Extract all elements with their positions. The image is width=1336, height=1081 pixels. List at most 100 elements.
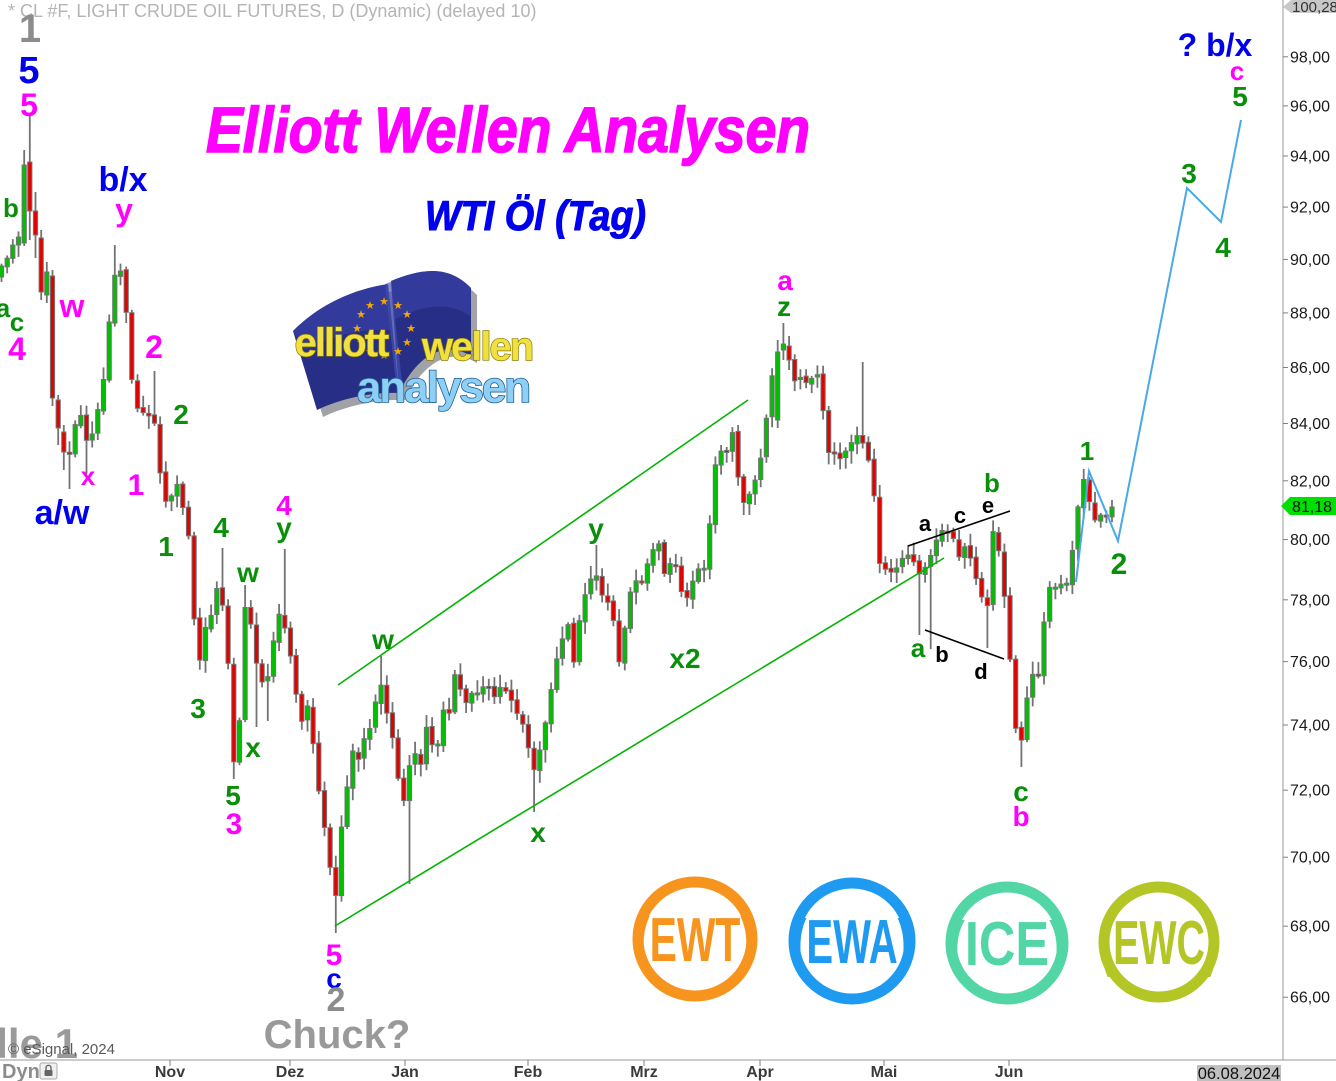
svg-text:y: y — [588, 513, 604, 544]
svg-text:a: a — [911, 633, 926, 663]
svg-text:68,00: 68,00 — [1290, 919, 1330, 936]
svg-text:★: ★ — [402, 337, 412, 349]
svg-text:1: 1 — [128, 469, 145, 502]
svg-text:Feb: Feb — [514, 1064, 543, 1081]
svg-text:70,00: 70,00 — [1290, 850, 1330, 867]
svg-text:98,00: 98,00 — [1290, 49, 1330, 66]
svg-text:96,00: 96,00 — [1290, 98, 1330, 115]
svg-text:★: ★ — [393, 300, 403, 312]
svg-text:y: y — [276, 512, 292, 543]
svg-text:a: a — [0, 293, 11, 323]
svg-text:? b/x: ? b/x — [1178, 27, 1253, 63]
svg-text:80,00: 80,00 — [1290, 532, 1330, 549]
svg-text:WTI Öl (Tag): WTI Öl (Tag) — [425, 192, 646, 239]
svg-text:(EWT): (EWT) — [636, 906, 754, 975]
svg-text:wellen: wellen — [421, 325, 532, 369]
svg-text:5: 5 — [20, 87, 38, 123]
svg-text:★: ★ — [365, 300, 375, 312]
svg-text:5: 5 — [225, 780, 241, 811]
svg-text:94,00: 94,00 — [1290, 149, 1330, 166]
svg-text:74,00: 74,00 — [1290, 718, 1330, 735]
svg-text:Welle 1: Welle 1 — [0, 1020, 78, 1067]
svg-text:c: c — [1013, 776, 1029, 807]
svg-text:100,28: 100,28 — [1292, 0, 1336, 16]
svg-text:Nov: Nov — [155, 1064, 185, 1081]
svg-text:78,00: 78,00 — [1290, 592, 1330, 609]
svg-text:4: 4 — [213, 512, 229, 543]
svg-text:c: c — [1230, 56, 1244, 86]
svg-text:b: b — [935, 642, 948, 667]
svg-text:3: 3 — [1181, 158, 1197, 189]
svg-text:06.08.2024: 06.08.2024 — [1198, 1065, 1281, 1081]
svg-text:a/w: a/w — [35, 494, 90, 532]
svg-text:(EWC): (EWC) — [1100, 909, 1218, 978]
svg-text:Chuck?: Chuck? — [264, 1013, 411, 1057]
svg-text:★: ★ — [379, 350, 389, 362]
svg-text:(EWA): (EWA) — [793, 908, 911, 977]
svg-text:w: w — [59, 288, 85, 324]
svg-text:92,00: 92,00 — [1290, 200, 1330, 217]
svg-text:86,00: 86,00 — [1290, 360, 1330, 377]
svg-text:81,18: 81,18 — [1292, 499, 1332, 516]
svg-text:b: b — [3, 193, 19, 223]
svg-text:x: x — [530, 817, 546, 848]
svg-text:2: 2 — [327, 981, 346, 1019]
svg-text:5: 5 — [326, 939, 343, 972]
svg-text:90,00: 90,00 — [1290, 252, 1330, 269]
svg-text:y: y — [115, 192, 133, 228]
svg-text:© eSignal, 2024: © eSignal, 2024 — [8, 1041, 115, 1058]
svg-text:★: ★ — [356, 309, 366, 321]
svg-text:★: ★ — [356, 337, 366, 349]
svg-text:1: 1 — [1080, 436, 1094, 466]
svg-text:Mrz: Mrz — [630, 1064, 658, 1081]
svg-text:★: ★ — [406, 323, 416, 335]
svg-text:w: w — [371, 624, 394, 655]
svg-text:a: a — [919, 511, 932, 536]
svg-text:(ICE): (ICE) — [948, 910, 1066, 979]
svg-text:3: 3 — [190, 693, 206, 724]
svg-text:★: ★ — [365, 346, 375, 358]
svg-text:b: b — [984, 468, 1000, 498]
svg-text:72,00: 72,00 — [1290, 783, 1330, 800]
svg-text:b/x: b/x — [98, 161, 147, 199]
svg-text:88,00: 88,00 — [1290, 305, 1330, 322]
svg-text:5: 5 — [1232, 81, 1248, 112]
svg-text:4: 4 — [276, 490, 292, 521]
svg-text:d: d — [974, 659, 987, 684]
svg-text:2: 2 — [145, 329, 163, 365]
svg-text:b: b — [1012, 801, 1029, 832]
svg-text:x2: x2 — [669, 643, 700, 674]
svg-text:Apr: Apr — [746, 1064, 774, 1081]
svg-text:* CL #F, LIGHT CRUDE OIL FUTUR: * CL #F, LIGHT CRUDE OIL FUTURES, D (Dyn… — [8, 1, 536, 21]
svg-text:★: ★ — [393, 346, 403, 358]
svg-text:1: 1 — [19, 7, 41, 51]
svg-text:5: 5 — [18, 50, 39, 92]
svg-text:w: w — [236, 557, 259, 588]
svg-text:76,00: 76,00 — [1290, 654, 1330, 671]
svg-text:2: 2 — [173, 399, 189, 430]
svg-text:★: ★ — [352, 323, 362, 335]
svg-text:4: 4 — [8, 331, 26, 367]
svg-text:Dez: Dez — [276, 1064, 304, 1081]
svg-text:Jun: Jun — [995, 1064, 1023, 1081]
svg-text:Mai: Mai — [871, 1064, 898, 1081]
svg-text:Elliott Wellen Analysen: Elliott Wellen Analysen — [206, 94, 810, 166]
svg-text:82,00: 82,00 — [1290, 473, 1330, 490]
svg-text:a: a — [777, 265, 793, 296]
svg-text:Jan: Jan — [391, 1064, 419, 1081]
svg-text:x: x — [245, 732, 261, 763]
svg-text:84,00: 84,00 — [1290, 416, 1330, 433]
svg-text:elliott: elliott — [295, 321, 389, 365]
svg-text:4: 4 — [1215, 232, 1231, 263]
svg-text:x: x — [81, 461, 96, 491]
svg-text:Dyn: Dyn — [2, 1061, 40, 1081]
svg-text:★: ★ — [402, 309, 412, 321]
svg-text:c: c — [10, 307, 24, 337]
svg-text:66,00: 66,00 — [1290, 990, 1330, 1007]
svg-text:c: c — [326, 963, 342, 994]
svg-text:e: e — [982, 493, 994, 518]
svg-text:z: z — [777, 291, 791, 322]
svg-text:1: 1 — [158, 531, 174, 562]
svg-text:analysen: analysen — [357, 363, 529, 412]
svg-text:3: 3 — [226, 808, 243, 841]
